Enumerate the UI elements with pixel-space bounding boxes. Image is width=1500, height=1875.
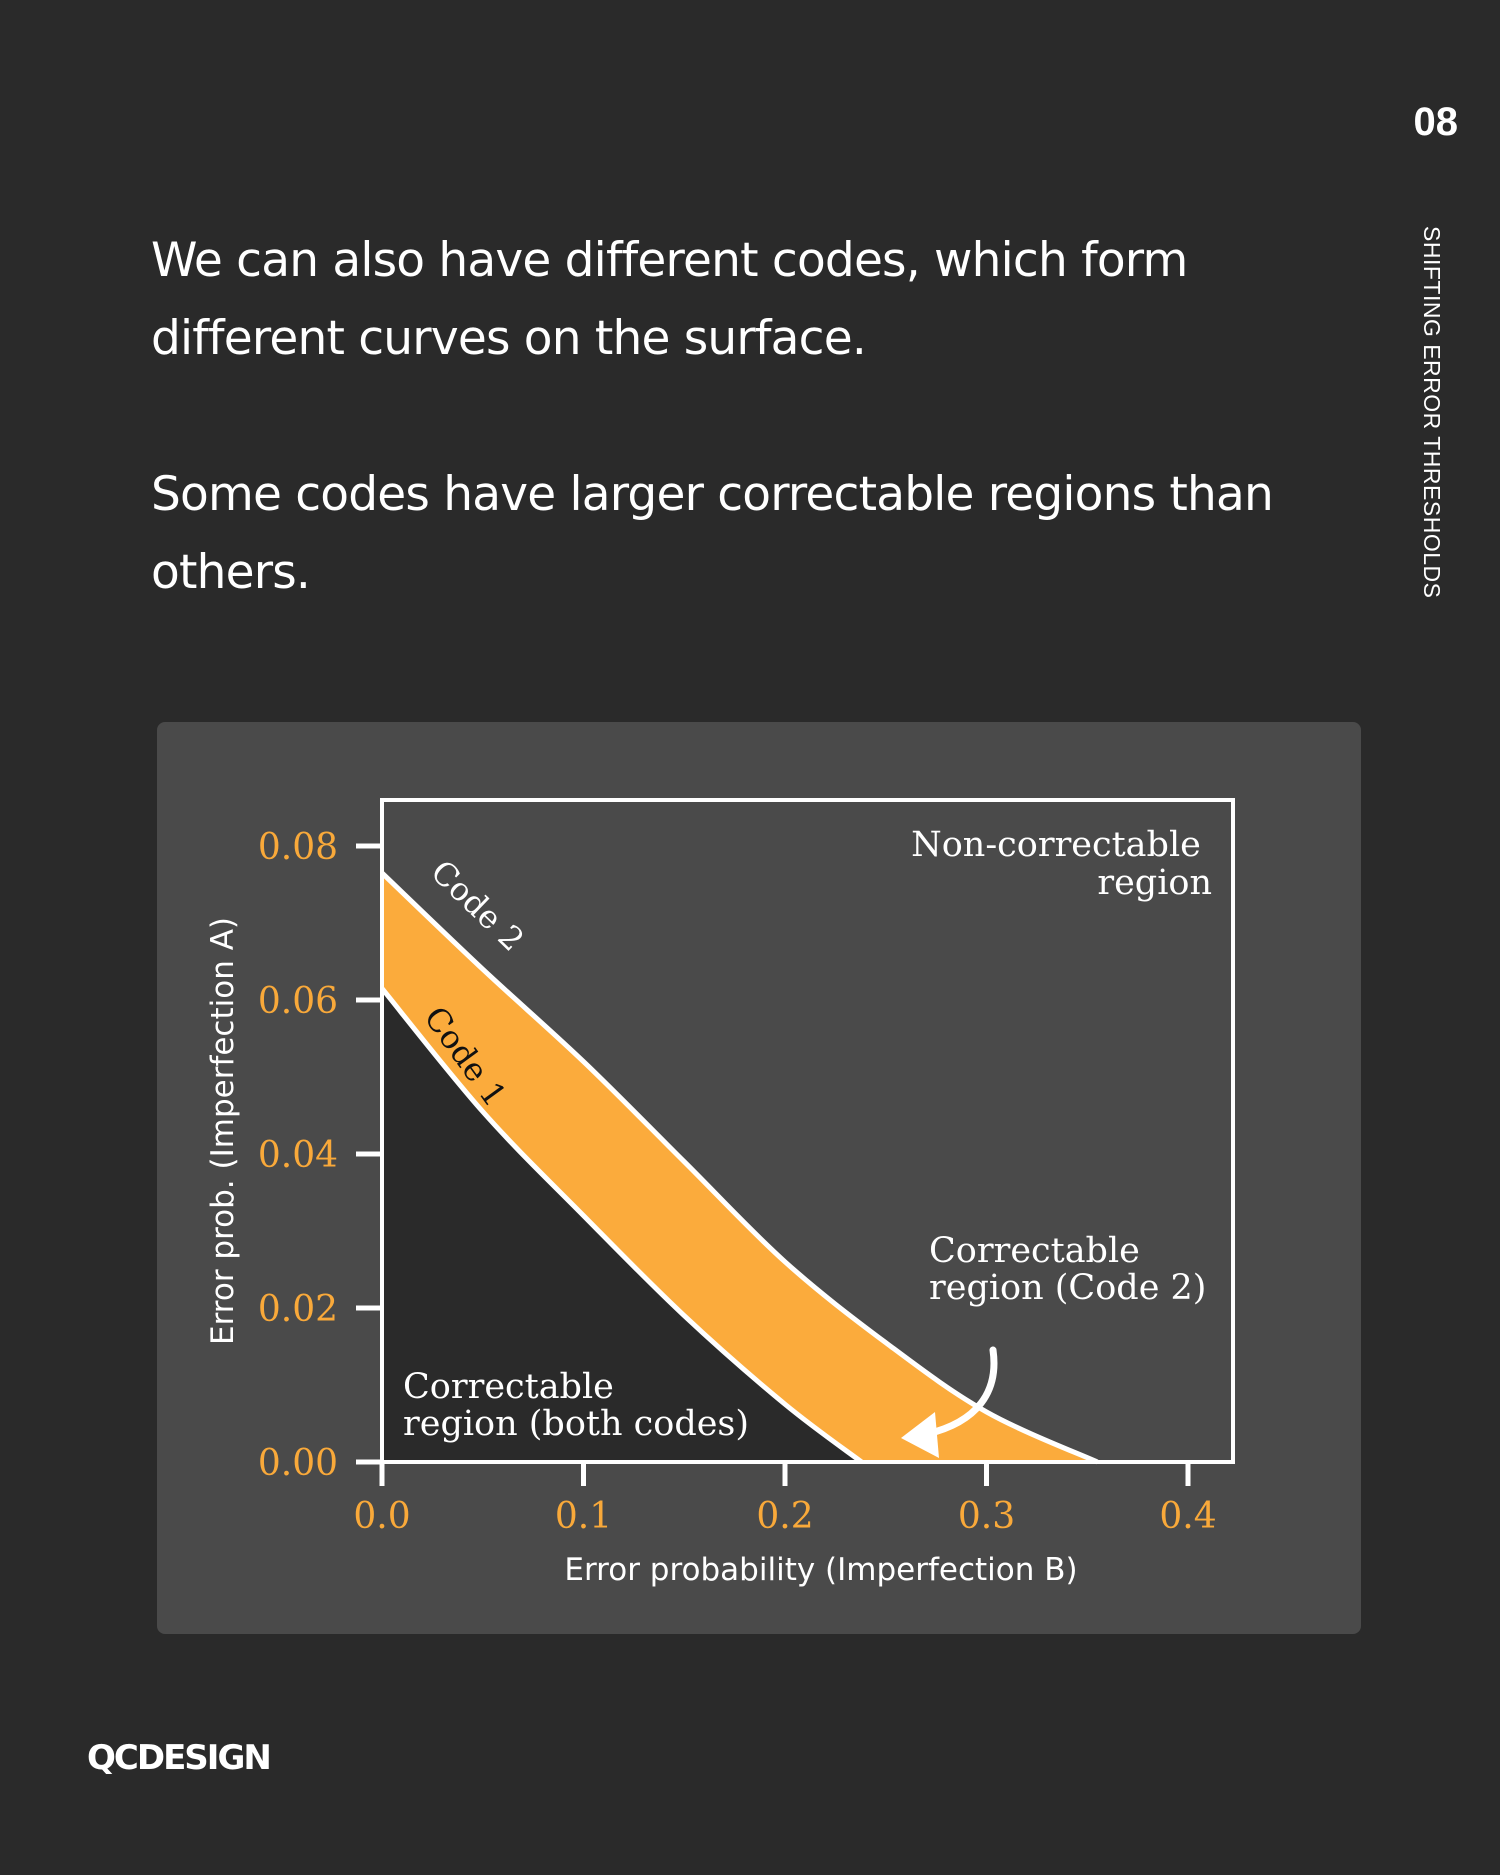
- page-number: 08: [1413, 100, 1459, 144]
- y-tick-label: 0.08: [258, 827, 338, 868]
- x-tick-label: 0.1: [555, 1496, 612, 1537]
- x-axis-ticks: 0.0 0.1 0.2 0.3 0.4: [353, 1462, 1217, 1537]
- x-tick-label: 0.3: [958, 1496, 1015, 1537]
- both-codes-region-label: Correctable region (both codes): [403, 1367, 749, 1444]
- body-paragraph-2: Some codes have larger correctable regio…: [151, 467, 1274, 600]
- y-axis-ticks: 0.00 0.02 0.04 0.06 0.08: [258, 827, 382, 1484]
- y-tick-label: 0.00: [258, 1443, 338, 1484]
- y-tick-label: 0.04: [258, 1135, 338, 1176]
- y-axis-title: Error prob. (Imperfection A): [205, 917, 241, 1345]
- x-tick-label: 0.2: [756, 1496, 813, 1537]
- x-tick-label: 0.0: [353, 1496, 410, 1537]
- non-correctable-label: Non-correctable region: [911, 825, 1212, 903]
- body-paragraph-1: We can also have different codes, which …: [151, 233, 1188, 366]
- chart-regions: [382, 872, 1098, 1462]
- chart-card: 0.00 0.02 0.04 0.06 0.08 0.0 0.1 0.2 0.3 0.4 Err…: [157, 722, 1361, 1634]
- arrow-icon: [901, 1346, 998, 1458]
- y-tick-label: 0.02: [258, 1289, 338, 1330]
- code2-region-label: Correctable region (Code 2): [929, 1231, 1206, 1308]
- section-title: SHIFTING ERROR THRESHOLDS: [1419, 226, 1445, 599]
- body-text: We can also have different codes, which …: [151, 222, 1331, 690]
- qcdesign-logo: QCDESIGN: [87, 1738, 272, 1778]
- code1-threshold-curve: [380, 986, 864, 1464]
- y-tick-label: 0.06: [258, 981, 338, 1022]
- both-codes-correctable-region: [382, 988, 862, 1462]
- plot-frame: [380, 798, 1235, 1464]
- x-axis-title: Error probability (Imperfection B): [564, 1552, 1077, 1588]
- threshold-chart: 0.00 0.02 0.04 0.06 0.08 0.0 0.1 0.2 0.3 0.4 Err…: [205, 798, 1235, 1588]
- x-tick-label: 0.4: [1159, 1496, 1216, 1537]
